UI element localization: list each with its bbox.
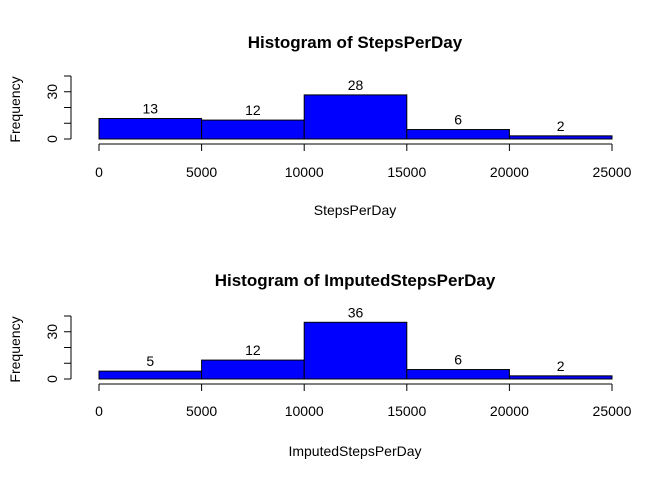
bar-count-label: 12 — [245, 102, 261, 118]
x-axis-label: ImputedStepsPerDay — [288, 443, 421, 459]
histogram-bar — [201, 119, 305, 140]
x-tick-label: 20000 — [490, 164, 529, 180]
y-tick-label: 30 — [44, 84, 60, 100]
chart-panel-2: Histogram of ImputedStepsPerDay 5 12 36 6 2 0 5… — [7, 271, 632, 459]
x-tick-label: 15000 — [387, 164, 426, 180]
y-axis-label: Frequency — [7, 316, 23, 382]
histogram-bar — [98, 118, 203, 140]
bar-count-label: 28 — [348, 77, 364, 93]
histogram-bar — [303, 94, 408, 140]
chart-panel-1: Histogram of StepsPerDay 13 12 28 6 2 0 5000 100… — [7, 33, 632, 218]
histogram-bar — [303, 321, 408, 380]
bar-count-label: 13 — [143, 101, 159, 117]
bar-count-label: 36 — [348, 304, 364, 320]
bar-count-label: 2 — [557, 358, 565, 374]
x-tick-label: 25000 — [593, 164, 632, 180]
bar-count-label: 6 — [454, 112, 462, 128]
y-axis-label: Frequency — [7, 76, 23, 142]
x-axis-label: StepsPerDay — [314, 202, 396, 218]
x-tick-label: 20000 — [490, 403, 529, 419]
histogram-bar — [508, 375, 613, 380]
y-tick-label: 0 — [44, 375, 60, 383]
y-tick-label: 0 — [44, 135, 60, 143]
x-tick-label: 0 — [95, 164, 103, 180]
y-tick-label: 30 — [44, 324, 60, 340]
bar-count-label: 2 — [557, 118, 565, 134]
x-tick-label: 25000 — [593, 403, 632, 419]
histogram-bar — [406, 129, 510, 140]
chart-title: Histogram of StepsPerDay — [248, 33, 463, 52]
x-tick-label: 10000 — [285, 164, 324, 180]
histogram-bar — [406, 369, 510, 380]
histogram-bar — [508, 135, 613, 140]
bar-count-label: 6 — [454, 352, 462, 368]
bar-count-label: 12 — [245, 342, 261, 358]
histogram-bar — [98, 370, 203, 380]
x-tick-label: 15000 — [387, 403, 426, 419]
x-tick-label: 10000 — [285, 403, 324, 419]
histogram-bar — [201, 359, 305, 380]
x-tick-label: 5000 — [186, 403, 217, 419]
x-tick-label: 0 — [95, 403, 103, 419]
bar-count-label: 5 — [146, 353, 154, 369]
chart-title: Histogram of ImputedStepsPerDay — [215, 271, 496, 290]
x-tick-label: 5000 — [186, 164, 217, 180]
